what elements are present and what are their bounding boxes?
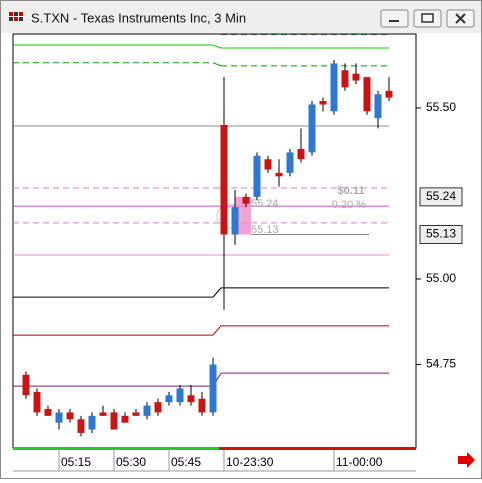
annotation: 0.20 % <box>332 199 366 211</box>
y-tick-label: 55.50 <box>426 100 456 114</box>
selection-highlight <box>235 196 251 235</box>
candle-body <box>132 412 140 416</box>
candle-body <box>352 73 360 81</box>
candle-body <box>198 398 206 413</box>
candle-body <box>385 90 393 98</box>
candle-body <box>44 408 52 416</box>
x-tick-label: 05:45 <box>171 455 201 469</box>
session-bar-main <box>219 447 416 450</box>
price-marker-box <box>419 224 463 244</box>
candle-body <box>187 395 195 403</box>
candle-body <box>99 412 107 416</box>
window-title: S.TXN - Texas Instruments Inc, 3 Min <box>31 10 246 25</box>
close-button[interactable] <box>446 9 475 28</box>
annotation: $0.11 <box>338 185 365 197</box>
candle-body <box>308 104 316 153</box>
x-tick-label: 05:15 <box>61 455 91 469</box>
candle-body <box>22 374 30 396</box>
minimize-button[interactable] <box>380 9 409 28</box>
candle-body <box>319 101 327 105</box>
price-marker-label: 55.13 <box>426 227 456 241</box>
candle-body <box>110 412 118 430</box>
annotation-price: 55.24 <box>251 198 279 210</box>
level-step <box>212 325 222 336</box>
candle-body <box>242 196 250 204</box>
candle-body <box>154 402 162 413</box>
x-tick-label: 05:30 <box>116 455 146 469</box>
candle-body <box>286 152 294 173</box>
scroll-arrow[interactable] <box>458 452 475 468</box>
candle-body <box>374 94 382 119</box>
candle-body <box>253 155 261 197</box>
candle-body <box>143 405 151 416</box>
level-step <box>212 62 222 67</box>
y-tick-label: 55.00 <box>426 271 456 285</box>
candle-body <box>231 207 239 235</box>
candle-body <box>209 364 217 413</box>
candle-body <box>55 412 63 423</box>
price-marker-box <box>419 187 463 207</box>
candle-body <box>121 415 129 423</box>
session-bar-pre <box>13 447 219 450</box>
x-tick-label: 10-23:30 <box>226 455 274 469</box>
candle-body <box>363 77 371 112</box>
candle-body <box>341 70 349 88</box>
cursor-circle <box>216 203 242 229</box>
candle-body <box>330 63 338 112</box>
candle-body <box>77 419 85 433</box>
y-tick-label: 54.75 <box>426 357 456 371</box>
candle-body <box>88 415 96 430</box>
candle-body <box>220 125 228 235</box>
plot: $0.11 0.20 % 55.24 55.13 54.75 55.00 55.50 55.2… <box>13 34 463 471</box>
candle-body <box>176 388 184 403</box>
level-step <box>212 44 222 49</box>
x-tick-label: 11-00:00 <box>336 455 383 469</box>
maximize-button[interactable] <box>413 9 442 28</box>
app-icon <box>9 12 23 21</box>
candle-body <box>297 148 305 160</box>
annotation-price: 55.13 <box>251 224 279 236</box>
candle-body <box>33 391 41 413</box>
candle-body <box>275 172 283 177</box>
level-step <box>212 287 222 298</box>
price-marker-label: 55.24 <box>426 189 456 203</box>
candle-body <box>66 412 74 420</box>
candle-body <box>264 159 272 170</box>
candle-body <box>165 395 173 403</box>
